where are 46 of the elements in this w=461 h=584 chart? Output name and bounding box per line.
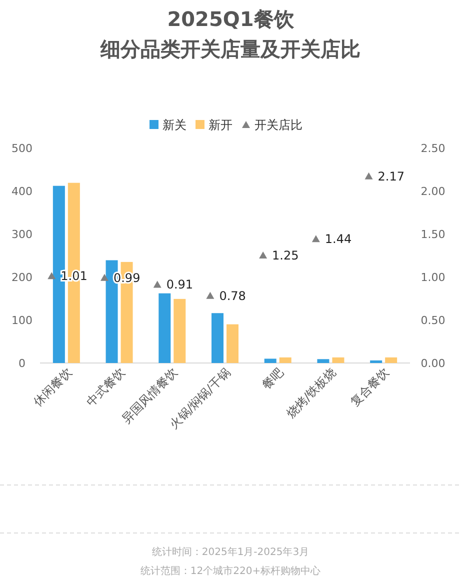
- bar: [385, 357, 398, 363]
- y2-tick-label: 0.50: [420, 314, 446, 327]
- y-tick-label: 500: [12, 142, 32, 155]
- point: [100, 274, 108, 281]
- x-tick-label: 餐吧: [259, 365, 286, 392]
- legend-label: 新关: [162, 118, 186, 132]
- point: [259, 252, 268, 258]
- y2-tick-label: 2.50: [420, 142, 446, 155]
- y-tick-label: 0: [18, 357, 26, 370]
- y2-tick-label: 1.00: [420, 271, 446, 284]
- data-label: 1.25: [272, 248, 299, 262]
- bar: [264, 358, 276, 363]
- y2-tick-label: 0.00: [420, 357, 446, 370]
- bar: [317, 359, 330, 363]
- y-tick-label: 100: [12, 314, 32, 327]
- bar: [158, 293, 171, 363]
- y2-tick-label: 1.50: [420, 228, 446, 241]
- chart-title: 2025Q1餐饮: [167, 7, 295, 31]
- data-label: 0.91: [166, 278, 194, 292]
- x-tick-label: 休闲餐饮: [30, 365, 75, 410]
- x-tick-label: 中式餐饮: [84, 365, 128, 410]
- bar: [174, 298, 186, 363]
- bar: [332, 357, 344, 363]
- point: [48, 272, 56, 280]
- point: [364, 172, 373, 180]
- x-tick-label: 复合餐饮: [348, 365, 392, 410]
- bar: [279, 357, 292, 363]
- chart-subtitle: 细分品类开关店量及开关店比: [100, 37, 360, 61]
- y-tick-label: 300: [12, 228, 32, 241]
- point: [312, 235, 320, 242]
- text: 统计时间：2025年1月-2025年3月: [152, 546, 310, 558]
- data-label: 1.44: [324, 232, 352, 246]
- data-label: 0.78: [219, 288, 246, 303]
- y2-tick-label: 2.00: [420, 185, 446, 198]
- legend-label: 开关店比: [254, 118, 302, 132]
- bar: [370, 360, 382, 363]
- text: 统计范围：12个城市220+标杆购物中心: [140, 565, 321, 577]
- y-tick-label: 400: [12, 185, 32, 198]
- data-label: 2.17: [378, 169, 404, 184]
- bar: [212, 313, 224, 363]
- y-tick-label: 200: [12, 271, 32, 284]
- x-tick-label: 烧烤/铁板烧: [284, 365, 339, 420]
- point: [206, 292, 214, 299]
- bar: [226, 324, 238, 363]
- point: [153, 280, 162, 288]
- legend-label: 新开: [208, 118, 232, 132]
